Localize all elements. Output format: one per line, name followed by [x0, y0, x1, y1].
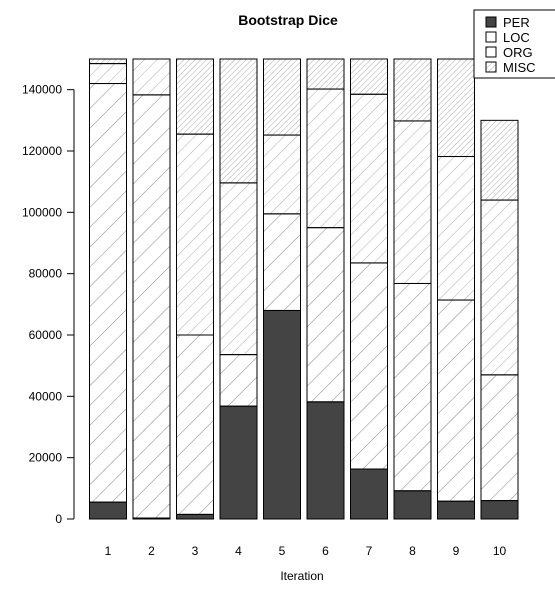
bar-segment-per-1: [89, 501, 127, 520]
bar-segment-loc-1: [89, 63, 127, 85]
y-tick-label: 100000: [22, 205, 62, 219]
x-axis-labels: 1 2 3 4 5 6 7 8 9 10: [105, 544, 507, 558]
bar-segment-misc-7: [350, 58, 388, 95]
y-tick-label: 20000: [29, 451, 63, 465]
bar-segment-loc-3: [176, 133, 214, 336]
bars: [89, 58, 519, 520]
x-tick-label: 8: [409, 544, 416, 558]
bar-segment-misc-4: [219, 58, 258, 184]
y-axis: 0 20000 40000 60000 80000 100000 120000 140000: [22, 83, 75, 526]
bar-segment-per-3: [176, 513, 214, 520]
legend-label-loc: LOC: [503, 30, 530, 45]
legend-label-per: PER: [503, 15, 530, 30]
x-tick-label: 10: [493, 544, 507, 558]
bar-segment-loc-9: [437, 156, 475, 301]
bar-segment-per-7: [350, 468, 388, 520]
y-tick-label: 0: [55, 512, 62, 526]
x-tick-label: 1: [105, 544, 112, 558]
bar-segment-misc-10: [480, 119, 519, 201]
x-tick-label: 6: [322, 544, 329, 558]
legend-label-misc: MISC: [503, 60, 536, 75]
bar-segment-org-4: [219, 354, 258, 407]
bar-segment-per-10: [480, 500, 519, 520]
x-tick-label: 9: [453, 544, 460, 558]
bar-segment-org-1: [89, 83, 127, 503]
bar-segment-loc-2: [132, 58, 171, 96]
bar-segment-org-9: [437, 299, 475, 502]
bar-segment-misc-8: [393, 58, 432, 122]
bar-segment-misc-3: [176, 58, 214, 135]
bar-segment-per-4: [219, 405, 258, 520]
legend-swatch-org: [485, 46, 497, 58]
bar-segment-loc-5: [263, 134, 301, 215]
legend-label-org: ORG: [503, 45, 533, 60]
bar-segment-per-8: [393, 490, 432, 520]
bar-segment-misc-5: [263, 58, 301, 136]
x-tick-label: 7: [366, 544, 373, 558]
bar-segment-org-8: [393, 282, 432, 492]
x-axis-title: Iteration: [280, 569, 323, 583]
x-tick-label: 5: [279, 544, 286, 558]
bar-segment-loc-4: [219, 182, 258, 356]
bar-segment-loc-6: [306, 88, 345, 229]
y-tick-label: 60000: [29, 328, 63, 342]
bar-segment-org-10: [480, 374, 519, 502]
bar-segment-org-6: [306, 227, 345, 403]
y-tick-label: 140000: [22, 83, 62, 97]
x-tick-label: 4: [235, 544, 242, 558]
bar-segment-misc-6: [306, 58, 345, 90]
bar-segment-org-3: [176, 334, 214, 515]
legend-swatch-misc: [485, 61, 497, 73]
bar-segment-misc-9: [437, 58, 475, 158]
bar-segment-per-9: [437, 500, 475, 520]
x-tick-label: 2: [148, 544, 155, 558]
bar-segment-loc-10: [480, 199, 519, 376]
bar-segment-loc-8: [393, 120, 432, 284]
bar-segment-loc-7: [350, 93, 388, 264]
chart-title: Bootstrap Dice: [238, 12, 338, 28]
x-tick-label: 3: [192, 544, 199, 558]
bar-segment-misc-1: [89, 58, 127, 65]
bar-segment-per-6: [306, 401, 345, 520]
bar-segment-org-5: [263, 213, 301, 311]
legend-swatch-loc: [485, 31, 497, 43]
y-tick-label: 80000: [29, 267, 63, 281]
bar-segment-org-2: [132, 94, 171, 519]
legend-swatch-per: [485, 16, 497, 28]
y-tick-label: 40000: [29, 389, 63, 403]
y-tick-label: 120000: [22, 144, 62, 158]
bar-segment-org-7: [350, 262, 388, 470]
bar-segment-per-5: [263, 309, 301, 520]
